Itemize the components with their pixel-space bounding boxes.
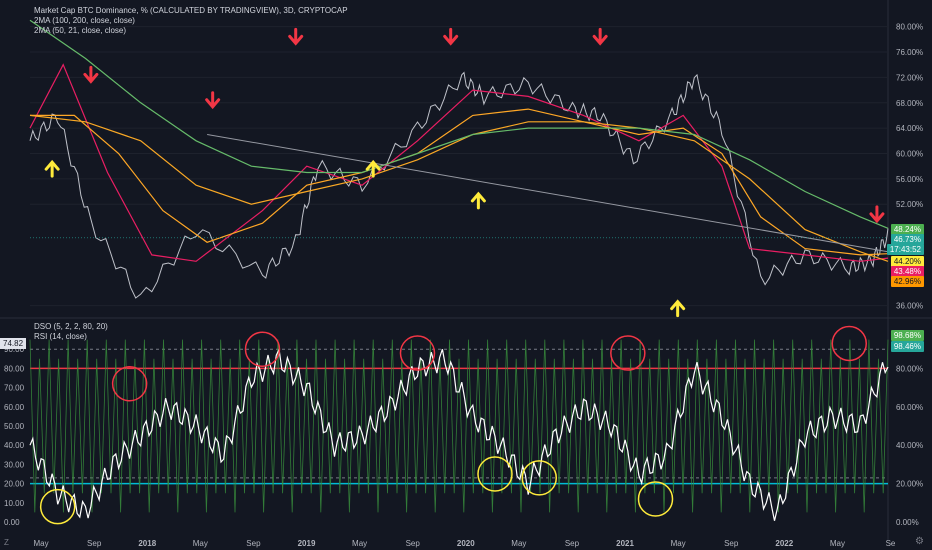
up-arrow-icon [670,299,686,318]
price-tick-label: 68.00% [896,99,923,108]
red-circle-marker [111,366,148,402]
dso-label: DSO (5, 2, 2, 80, 20) [34,322,108,331]
up-arrow-icon [365,159,381,178]
price-tag: 48.24% [890,224,924,235]
x-tick-label: May [511,539,526,548]
rsi-label: RSI (14, close) [34,332,87,341]
osc-left-tick-label: 60.00 [4,403,25,412]
osc-left-tick-label: 90.00 [4,345,25,354]
osc-left-tick-label: 0.00 [4,518,20,527]
down-arrow-icon [288,27,304,46]
ma2-label: 2MA (50, 21, close, close) [34,26,127,35]
osc-left-tick-label: 80.00 [4,364,25,373]
rsi-value-tag: 74.82 [0,338,27,349]
x-tick-label: 2019 [298,539,316,548]
up-arrow-icon [470,191,486,210]
ma1-label: 2MA (100, 200, close, close) [34,16,135,25]
x-tick-label: Sep [246,539,261,548]
red-circle-marker [244,331,281,367]
price-tag: 43.48% [890,266,924,277]
price-tick-label: 56.00% [896,175,923,184]
osc-right-tick-label: 20.00% [896,480,923,489]
down-arrow-icon [205,91,221,110]
price-tag: 44.20% [890,256,924,267]
price-tick-label: 72.00% [896,73,923,82]
x-tick-label: 2020 [457,539,475,548]
osc-left-tick-label: 40.00 [4,441,25,450]
x-tick-label: May [830,539,845,548]
red-circle-marker [399,335,436,371]
price-tick-label: 80.00% [896,23,923,32]
yellow-circle-marker [39,488,76,525]
price-tag: 17:43:52 [886,244,924,255]
down-arrow-icon [443,27,459,46]
series-line-rsi [29,347,889,521]
osc-left-tick-label: 30.00 [4,460,25,469]
price-legend: Market Cap BTC Dominance, % (CALCULATED … [34,6,348,36]
yellow-circle-marker [477,456,513,492]
series-line-btc-dominance [29,71,889,299]
down-arrow-icon [592,27,608,46]
x-tick-label: May [34,539,49,548]
price-tick-label: 76.00% [896,48,923,57]
oscillator-legend: DSO (5, 2, 2, 80, 20) RSI (14, close) [34,322,108,342]
x-tick-label: May [193,539,208,548]
price-tag: 46.73% [890,234,924,245]
x-tick-label: Sep [565,539,580,548]
x-tick-label: Sep [87,539,102,548]
osc-left-tick-label: 10.00 [4,499,25,508]
trend-line [207,133,889,253]
timezone-label[interactable]: Z [4,538,9,547]
x-tick-label: Sep [724,539,739,548]
price-tick-label: 60.00% [896,149,923,158]
series-line-ma-50 [30,108,889,256]
series-line-ma-100 [29,114,889,262]
osc-right-tick-label: 40.00% [896,441,923,450]
red-circle-marker [831,325,868,362]
osc-tag: 98.68% [890,330,924,341]
gear-icon[interactable]: ⚙ [915,536,924,547]
series-line-ma-21 [29,63,889,262]
price-tick-label: 52.00% [896,200,923,209]
yellow-circle-marker [521,460,558,496]
chart-title: Market Cap BTC Dominance, % (CALCULATED … [34,6,348,15]
price-tick-label: 64.00% [896,124,923,133]
series-line-ma-200 [29,19,889,229]
osc-left-tick-label: 20.00 [4,480,25,489]
x-tick-label: May [671,539,686,548]
x-tick-label: 2022 [775,539,793,548]
x-tick-label: Se [886,539,896,548]
down-arrow-icon [869,205,885,224]
x-tick-label: 2021 [616,539,634,548]
red-circle-marker [610,335,646,371]
osc-right-tick-label: 80.00% [896,364,923,373]
osc-left-tick-label: 70.00 [4,384,25,393]
up-arrow-icon [44,159,60,178]
x-tick-label: May [352,539,367,548]
x-tick-label: Sep [406,539,421,548]
osc-tag: 98.46% [890,341,924,352]
down-arrow-icon [83,65,99,84]
yellow-circle-marker [637,481,674,517]
price-tag: 42.96% [890,276,924,287]
x-tick-label: 2018 [138,539,156,548]
osc-left-tick-label: 50.00 [4,422,25,431]
osc-right-tick-label: 0.00% [896,518,919,527]
price-tick-label: 36.00% [896,302,923,311]
dso-series-line [29,339,889,513]
osc-right-tick-label: 60.00% [896,403,923,412]
